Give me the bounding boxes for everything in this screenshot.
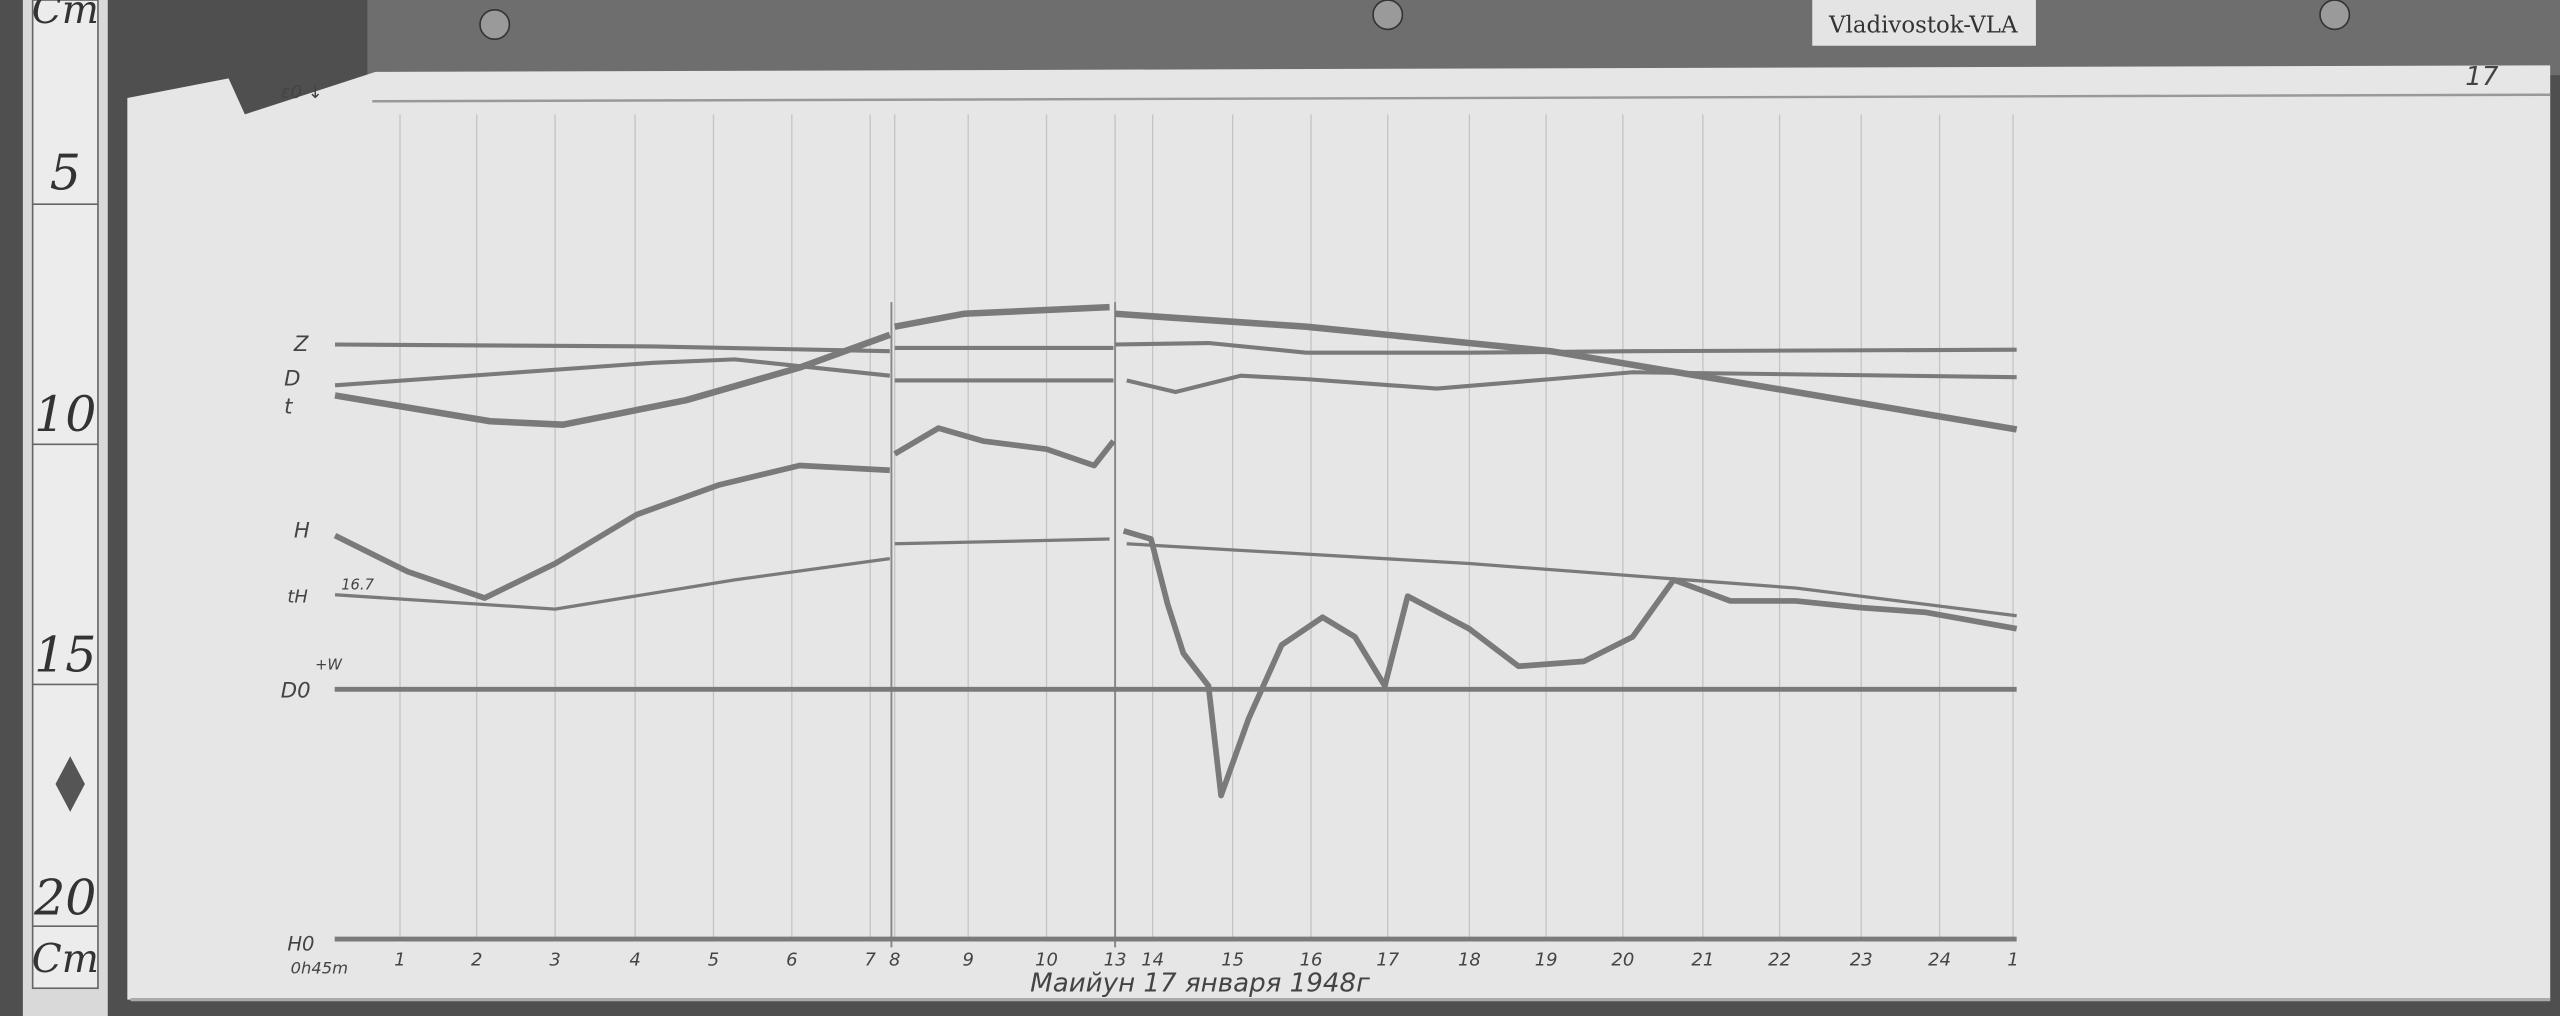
ruler-unit-top: Cm <box>32 0 99 33</box>
ruler-mark-15: 15 <box>34 626 96 683</box>
label-h: H <box>294 518 310 543</box>
ruler-diamond-icon <box>55 756 85 812</box>
label-start-time: 0h45m <box>291 959 348 978</box>
hour-tick-label: 17 <box>1376 949 1399 970</box>
hour-tick-label: 20 <box>1611 949 1634 970</box>
ruler: Cm 5 10 15 20 Cm <box>22 0 108 1016</box>
hour-tick-label: 15 <box>1221 949 1244 970</box>
trace-h-segment <box>893 425 1116 469</box>
hour-tick-label: 9 <box>962 949 973 970</box>
label-t: t <box>284 394 293 419</box>
hour-tick-label: 19 <box>1535 949 1558 970</box>
hour-tick-label: 23 <box>1850 949 1873 970</box>
label-z: Z <box>293 332 309 357</box>
hour-tick-label: 5 <box>708 949 719 970</box>
paper-sheet <box>127 65 2551 1000</box>
trace-z-segment <box>1114 340 2017 355</box>
trace-d-segment <box>1126 370 2017 395</box>
label-d0-direction: +W <box>315 657 342 674</box>
screw-icon <box>2319 0 2351 31</box>
trace-d-segment <box>334 357 891 388</box>
station-tag <box>1812 0 2036 46</box>
sheet-number: 17 <box>2465 62 2499 92</box>
hour-tick-label: 1 <box>2007 949 2018 970</box>
trace-th-segment <box>1126 542 2017 618</box>
hour-grid <box>399 114 2014 948</box>
station-tag-label: Vladivostok-VLA <box>1828 13 2018 39</box>
hour-tick-label: 14 <box>1141 949 1164 970</box>
caption: Маийун 17 января 1948г <box>1030 968 1370 998</box>
hour-tick-label: 24 <box>1928 949 1951 970</box>
traces <box>333 303 2018 942</box>
clamp-bar <box>367 0 2560 76</box>
trace-t-segment <box>334 331 891 428</box>
hour-tick-label: 22 <box>1768 949 1791 970</box>
trace-th-segment <box>894 537 1110 546</box>
ruler-unit-bottom: Cm <box>32 937 99 982</box>
trace-t-segment <box>894 303 1110 330</box>
hour-tick-label: 13 <box>1104 949 1127 970</box>
hour-tick-label: 6 <box>786 949 797 970</box>
screw-icon <box>479 8 511 41</box>
screw-icon <box>1372 0 1404 31</box>
label-d: D <box>284 366 300 391</box>
label-h0: H0 <box>287 933 314 956</box>
ruler-mark-5: 5 <box>50 144 81 201</box>
label-th: tH <box>287 587 308 608</box>
hour-tick-label: 10 <box>1035 949 1058 970</box>
hour-tick-label: 21 <box>1691 949 1714 970</box>
hour-tick-label: 8 <box>889 949 900 970</box>
hour-tick-label: 2 <box>471 949 482 970</box>
hour-tick-labels: 1 2 3 4 5 6 7 8 9 10 13 14 15 16 17 18 19 20 21 22 23 24 1 <box>394 949 2018 970</box>
ruler-mark-10: 10 <box>34 386 96 443</box>
trace-h-segment <box>333 462 890 601</box>
hour-tick-label: 18 <box>1458 949 1481 970</box>
paper-fold <box>372 93 2551 103</box>
label-h-scale: 16.7 <box>341 577 374 594</box>
hour-tick-label: 16 <box>1300 949 1323 970</box>
label-d0: D0 <box>281 678 311 703</box>
hour-tick-label: 1 <box>394 949 405 970</box>
trace-th-segment <box>334 557 891 611</box>
trace-h-segment <box>1122 528 2018 799</box>
ruler-mark-20: 20 <box>33 870 96 927</box>
trace-z-segment <box>335 342 890 354</box>
hour-tick-label: 7 <box>864 949 876 970</box>
hour-tick-label: 4 <box>629 949 640 970</box>
hour-tick-label: 3 <box>549 949 560 970</box>
trace-t-segment <box>1114 310 2018 433</box>
corner-note: ε0 ↓ <box>281 82 323 103</box>
